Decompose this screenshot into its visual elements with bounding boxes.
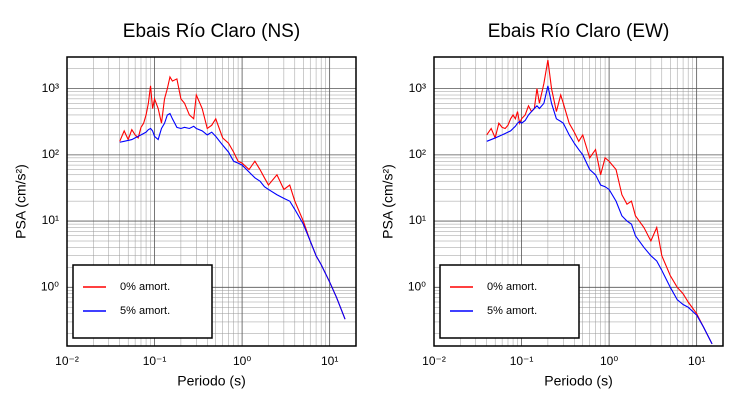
y-tick-label: 10³ bbox=[42, 81, 59, 95]
x-tick-label: 10⁻² bbox=[55, 354, 79, 368]
y-tick-label: 10⁰ bbox=[408, 279, 426, 293]
series-line bbox=[486, 85, 713, 345]
legend-box bbox=[439, 264, 580, 339]
y-tick-label: 10⁰ bbox=[41, 279, 59, 293]
x-tick-label: 10⁻¹ bbox=[510, 354, 534, 368]
chart-title: Ebais Río Claro (NS) bbox=[123, 21, 300, 42]
series-line bbox=[486, 59, 713, 345]
y-tick-label: 10² bbox=[409, 147, 426, 161]
x-tick-label: 10⁰ bbox=[600, 354, 618, 368]
legend-label: 0% amort. bbox=[120, 281, 170, 293]
x-axis-label: Periodo (s) bbox=[544, 373, 612, 389]
legend-label: 5% amort. bbox=[120, 305, 170, 317]
x-axis-label: Periodo (s) bbox=[177, 373, 245, 389]
y-tick-label: 10² bbox=[42, 147, 59, 161]
x-tick-label: 10¹ bbox=[321, 354, 338, 368]
legend-label: 5% amort. bbox=[487, 305, 537, 317]
legend-box bbox=[72, 264, 213, 339]
x-tick-label: 10⁰ bbox=[233, 354, 251, 368]
x-tick-label: 10⁻² bbox=[422, 354, 446, 368]
plot-frame bbox=[66, 56, 357, 347]
series-line bbox=[119, 75, 346, 320]
y-tick-label: 10¹ bbox=[409, 213, 426, 227]
y-tick-label: 10³ bbox=[409, 81, 426, 95]
x-tick-label: 10¹ bbox=[688, 354, 705, 368]
series-line bbox=[119, 112, 346, 320]
y-tick-label: 10¹ bbox=[42, 213, 59, 227]
y-axis-label: PSA (cm/s²) bbox=[380, 164, 396, 239]
plot-frame bbox=[433, 56, 724, 347]
chart-title: Ebais Río Claro (EW) bbox=[488, 21, 670, 42]
x-tick-label: 10⁻¹ bbox=[143, 354, 167, 368]
y-axis-label: PSA (cm/s²) bbox=[13, 164, 29, 239]
legend-label: 0% amort. bbox=[487, 281, 537, 293]
